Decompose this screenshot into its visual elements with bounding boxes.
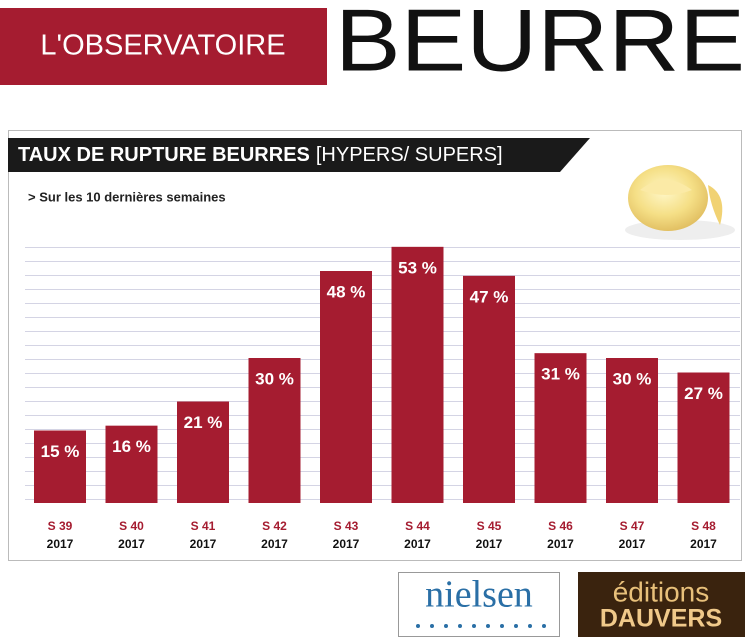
nielsen-text: nielsen [425, 574, 533, 616]
x-tick-sublabel: 2017 [261, 537, 288, 551]
title-main: TAUX DE RUPTURE BEURRES [18, 144, 310, 166]
value-label: 30 % [613, 369, 652, 388]
value-label: 31 % [541, 365, 580, 384]
header-box [0, 8, 327, 85]
x-tick-label: S 41 [191, 519, 216, 533]
butter-illustration [625, 165, 735, 240]
x-tick-sublabel: 2017 [47, 537, 74, 551]
x-tick-sublabel: 2017 [619, 537, 646, 551]
nielsen-logo [398, 572, 560, 637]
x-tick-label: S 48 [691, 519, 716, 533]
x-tick-label: S 40 [119, 519, 144, 533]
value-label: 48 % [327, 282, 366, 301]
value-label: 27 % [684, 384, 723, 403]
nielsen-dots [416, 624, 546, 628]
value-label: 30 % [255, 369, 294, 388]
bar [606, 358, 658, 503]
value-label: 53 % [398, 258, 437, 277]
title-suffix: [HYPERS/ SUPERS] [316, 144, 503, 166]
bar [34, 430, 86, 503]
value-label: 47 % [470, 287, 509, 306]
x-tick-sublabel: 2017 [476, 537, 503, 551]
bar [534, 353, 587, 503]
header-left: L'OBSERVATOIRE [40, 30, 285, 62]
bar [320, 271, 372, 503]
header-right: BEURRE [335, 0, 745, 89]
chart-title: TAUX DE RUPTURE BEURRES [HYPERS/ SUPERS] [18, 144, 503, 166]
title-bar [8, 138, 590, 172]
x-tick-sublabel: 2017 [690, 537, 717, 551]
bar [391, 246, 444, 504]
value-label: 21 % [184, 413, 223, 432]
x-tick-label: S 44 [405, 519, 430, 533]
x-tick-sublabel: 2017 [547, 537, 574, 551]
x-tick-label: S 46 [548, 519, 573, 533]
x-tick-label: S 43 [334, 519, 359, 533]
bar [177, 401, 229, 503]
x-tick-label: S 45 [477, 519, 502, 533]
x-tick-label: S 47 [620, 519, 645, 533]
x-tick-sublabel: 2017 [333, 537, 360, 551]
bar [463, 275, 515, 503]
subtitle: > Sur les 10 dernières semaines [28, 189, 226, 204]
x-tick-sublabel: 2017 [404, 537, 431, 551]
bar [105, 425, 158, 503]
value-label: 16 % [112, 437, 151, 456]
x-tick-sublabel: 2017 [118, 537, 145, 551]
x-tick-label: S 42 [262, 519, 287, 533]
bar [248, 358, 301, 503]
x-tick-label: S 39 [48, 519, 73, 533]
x-tick-sublabel: 2017 [190, 537, 217, 551]
dauvers-logo [578, 572, 745, 637]
value-label: 15 % [41, 442, 80, 461]
dauvers-top: éditions [613, 576, 710, 607]
dauvers-bottom: DAUVERS [600, 605, 722, 633]
bar [677, 372, 730, 503]
